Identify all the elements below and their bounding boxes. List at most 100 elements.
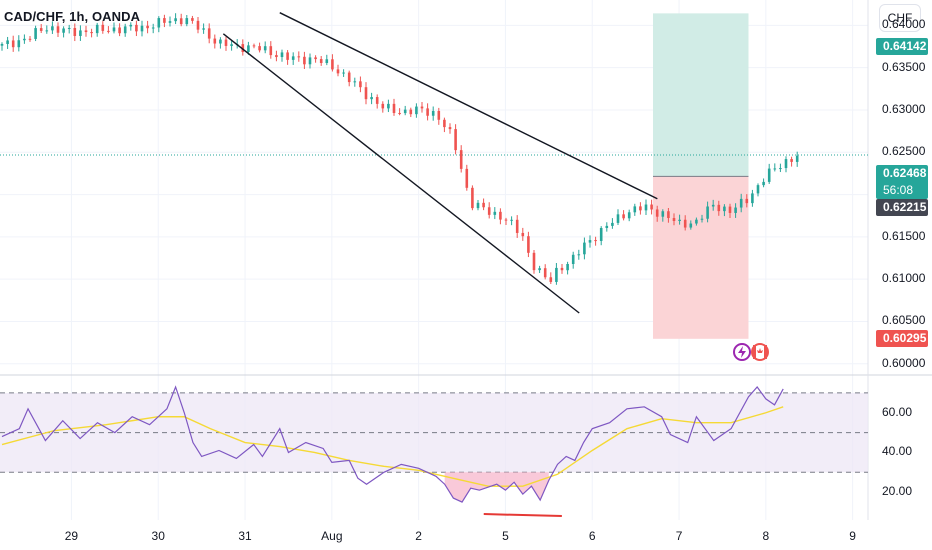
candle-body	[487, 207, 491, 215]
candle-body	[375, 97, 379, 104]
candle-body	[56, 26, 60, 33]
price-tick-label: 0.61000	[882, 271, 926, 286]
candle-body	[319, 59, 323, 64]
candle-body	[504, 219, 508, 221]
candle-body	[62, 28, 65, 33]
rsi-tick-label: 40.00	[882, 444, 913, 459]
time-tick-label: 31	[238, 529, 252, 543]
candle-body	[202, 28, 205, 30]
candle-body	[241, 44, 245, 52]
candle-body	[594, 240, 597, 242]
stop-loss-tag: 0.60295	[876, 330, 928, 347]
current-price-tag: 0.62468 56:08	[876, 165, 928, 199]
candle-body	[678, 219, 681, 221]
candle-body	[521, 232, 525, 237]
time-tick-label: 9	[849, 529, 856, 543]
candle-body	[706, 206, 709, 219]
candle-body	[196, 20, 200, 30]
time-axis: 29 30 31 Aug 2 5 6 7 8 9	[65, 529, 857, 543]
price-tick-label: 0.60500	[882, 313, 926, 328]
lightning-icon[interactable]	[733, 343, 751, 361]
candle-body	[191, 18, 194, 21]
candle-body	[403, 109, 407, 114]
candle-body	[269, 46, 273, 56]
candle-body	[605, 225, 609, 229]
candle-body	[398, 112, 401, 114]
time-tick-label: 5	[502, 529, 509, 543]
time-tick-label: 7	[676, 529, 683, 543]
candle-body	[140, 25, 144, 32]
candle-body	[252, 45, 256, 47]
candle-body	[146, 25, 149, 29]
candle-body	[258, 46, 261, 51]
candle-body	[426, 108, 429, 116]
candle-body	[661, 211, 665, 217]
canada-flag-icon[interactable]	[751, 343, 769, 361]
candle-body	[515, 219, 519, 233]
candle-body	[560, 267, 564, 271]
candle-body	[499, 211, 502, 220]
candle-body	[471, 187, 474, 209]
candle-body	[79, 30, 82, 36]
candle-body	[101, 24, 105, 31]
candle-body	[185, 18, 189, 25]
candle-body	[622, 214, 625, 219]
candle-body	[633, 206, 637, 213]
rsi-line	[1, 385, 784, 503]
candle-body	[314, 57, 317, 60]
candle-body	[700, 218, 704, 220]
candle-body	[667, 211, 670, 219]
candle-body	[286, 52, 289, 60]
candle-body	[616, 214, 620, 223]
candle-body	[207, 28, 211, 39]
candle-body	[790, 159, 793, 162]
candle-body	[163, 18, 166, 23]
candle-body	[213, 38, 217, 44]
rsi-pane	[0, 385, 868, 518]
position-zones	[0, 13, 868, 339]
entry-tag: 0.62215	[876, 199, 928, 216]
candle-body	[129, 24, 133, 27]
candle-body	[555, 267, 558, 282]
candle-body	[73, 27, 77, 36]
candle-body	[392, 103, 396, 113]
price-tick-label: 0.62500	[882, 144, 926, 159]
candle-body	[465, 168, 469, 188]
time-tick-label: 30	[152, 529, 166, 543]
candle-body	[0, 43, 4, 46]
candle-body	[359, 81, 362, 88]
candle-body	[454, 129, 457, 151]
candle-body	[459, 150, 463, 169]
candle-body	[644, 204, 648, 211]
candle-body	[751, 193, 754, 204]
candle-body	[437, 110, 441, 120]
candle-body	[538, 268, 541, 271]
candle-body	[795, 155, 799, 162]
candle-body	[151, 27, 155, 29]
candle-body	[409, 109, 413, 115]
currency-button[interactable]: CHF	[879, 4, 921, 32]
trendlines	[222, 12, 658, 314]
candle-body	[6, 40, 9, 44]
candle-body	[107, 30, 110, 32]
candle-body	[510, 219, 513, 221]
candle-body	[420, 106, 424, 109]
candle-body	[157, 18, 161, 28]
candle-body	[588, 240, 592, 243]
candle-body	[364, 87, 368, 100]
candle-body	[23, 38, 26, 41]
candle-body	[527, 236, 530, 253]
divergence-line	[483, 513, 562, 518]
candle-body	[381, 103, 385, 109]
current-price-label: 0.62468	[883, 166, 927, 180]
candle-body	[263, 46, 267, 51]
candles	[0, 13, 799, 285]
candle-body	[331, 59, 334, 70]
candle-body	[179, 18, 183, 25]
candle-body	[779, 168, 782, 170]
candle-body	[683, 219, 687, 228]
candle-body	[325, 59, 329, 64]
candle-body	[230, 44, 233, 46]
candle-body	[219, 39, 222, 44]
